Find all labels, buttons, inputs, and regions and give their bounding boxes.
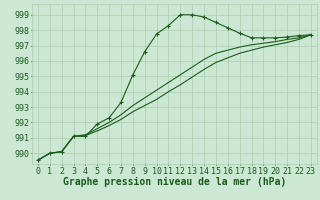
X-axis label: Graphe pression niveau de la mer (hPa): Graphe pression niveau de la mer (hPa)	[63, 177, 286, 187]
